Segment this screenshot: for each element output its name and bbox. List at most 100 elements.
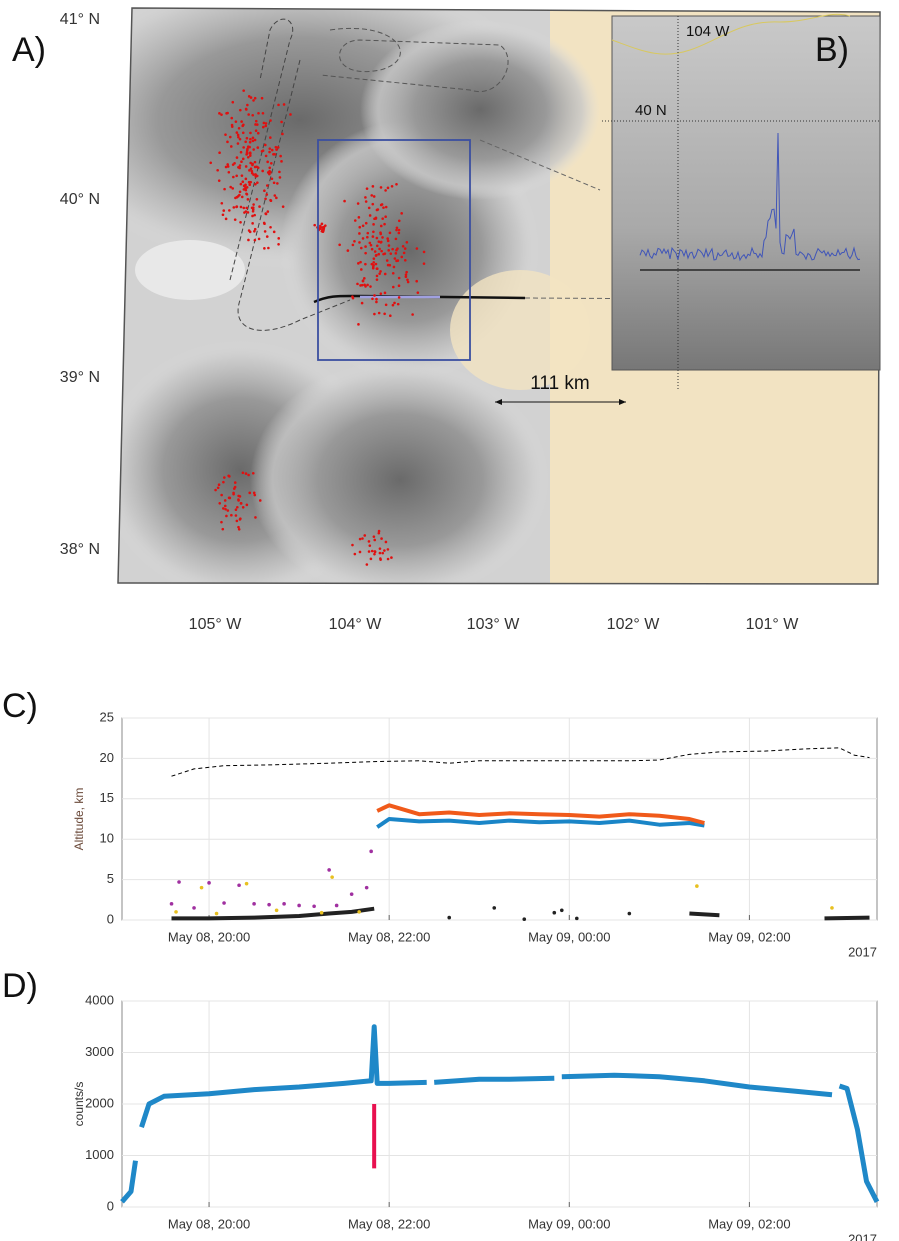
data-point [695,884,699,888]
lightning-dot [395,226,399,230]
lightning-dot [252,203,255,206]
lightning-dot [226,509,230,512]
lightning-dot [368,241,372,245]
lightning-dot [391,247,394,251]
lightning-dot [224,165,228,169]
lightning-dot [281,205,285,208]
lightning-dot [237,525,240,529]
lightning-dot [268,147,272,150]
x-tick-label: May 09, 02:00 [708,929,790,944]
lightning-dot [240,195,244,199]
lightning-dot [370,262,374,266]
lightning-dot [373,294,376,297]
lightning-dot [394,252,398,255]
lightning-dot [375,274,379,278]
lightning-dot [359,260,362,264]
lightning-dot [256,131,260,135]
lightning-dot [260,96,264,100]
lightning-dot [255,197,259,201]
lightning-dot [227,474,230,478]
lightning-dot [218,502,222,505]
lightning-dot [368,214,372,217]
lightning-dot [361,279,365,283]
lightning-dot [249,96,253,99]
lightning-dot [242,146,245,149]
lightning-dot [383,549,386,552]
lightning-dot [243,211,246,214]
lightning-dot [231,163,235,166]
lightning-dot [247,113,250,116]
inset-lat: 40 N [635,102,667,119]
lightning-dot [218,151,221,155]
data-point [627,911,632,916]
lat-label: 38° N [60,541,100,558]
lightning-dot [269,198,272,202]
lightning-dot [231,187,235,190]
lightning-dot [377,252,381,256]
panel-label: A) [12,31,46,69]
lightning-dot [251,209,255,213]
data-point [349,892,354,896]
lightning-dot [235,519,239,523]
lightning-dot [224,133,227,136]
lightning-dot [263,143,267,147]
lat-label: 40° N [60,191,100,208]
data-point [282,902,286,906]
lightning-dot [357,216,361,219]
lightning-dot [397,296,401,299]
lightning-dot [248,230,252,234]
data-point [267,902,271,907]
lightning-dot [253,227,257,231]
lightning-dot [242,123,245,127]
lightning-dot [394,237,398,241]
lightning-dot [369,557,373,561]
lat-label: 39° N [60,369,100,386]
lightning-dot [258,205,261,208]
lightning-dot [232,175,235,179]
lightning-dot [370,549,374,553]
lightning-dot [270,161,273,165]
lightning-dot [343,199,346,203]
lightning-dot [241,180,245,184]
lightning-dot [393,301,396,305]
lightning-dot [387,244,391,247]
lightning-dot [313,223,316,227]
lightning-dot [384,540,388,544]
lightning-dot [241,131,245,135]
y-tick-label: 0 [107,911,114,926]
lat-label: 41° N [60,11,100,28]
lightning-dot [239,205,243,209]
lightning-dot [375,208,379,212]
data-point [297,903,301,908]
lightning-dot [227,496,231,500]
lightning-dot [280,160,283,163]
lightning-dot [391,285,395,289]
lightning-dot [255,165,258,169]
lightning-dot [405,240,409,244]
data-point [319,910,324,915]
lightning-dot [250,169,254,173]
lightning-dot [375,267,379,270]
lightning-dot [249,161,252,165]
lightning-dot [238,137,242,141]
lightning-dot [262,221,266,225]
lightning-dot [252,173,255,176]
lightning-dot [386,239,390,243]
lightning-dot [281,132,284,136]
lightning-dot [387,249,390,252]
lightning-dot [229,185,232,189]
lon-label: 103° W [467,616,521,633]
lightning-dot [247,473,250,477]
lightning-dot [238,495,242,498]
lightning-dot [223,499,227,502]
lightning-dot [351,243,355,247]
y-tick-label: 3000 [85,1044,114,1059]
data-point [177,880,181,884]
lightning-dot [346,249,350,252]
lightning-dot [237,135,240,139]
lightning-dot [232,206,236,209]
lightning-dot [364,285,367,288]
lightning-dot [246,211,250,214]
lightning-dot [383,312,386,316]
lightning-dot [367,550,371,553]
